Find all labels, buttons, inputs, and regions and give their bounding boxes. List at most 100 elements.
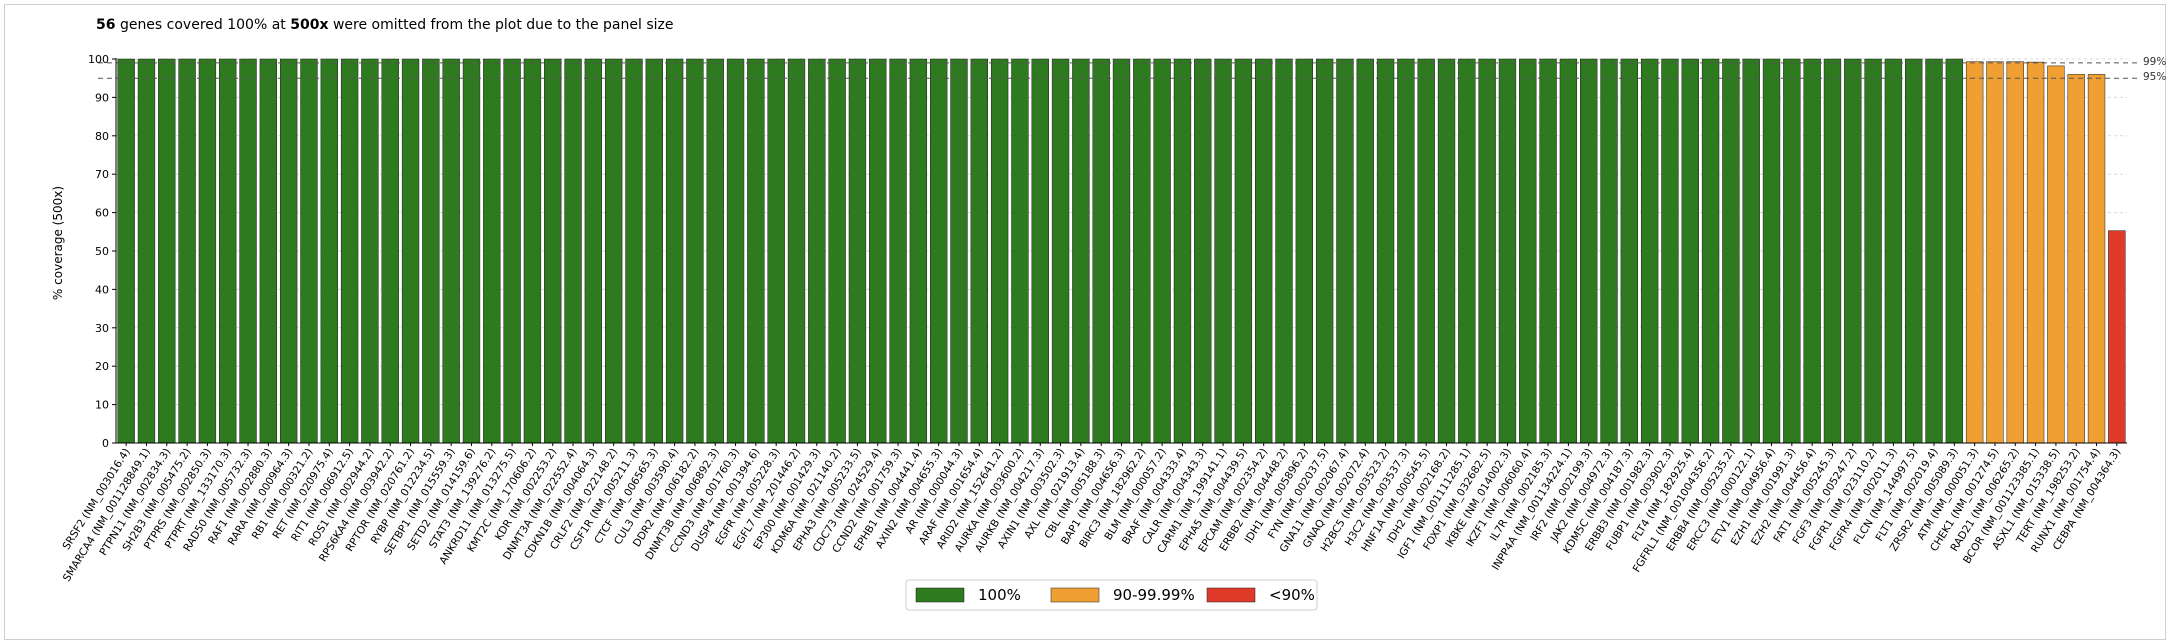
- bar: [300, 58, 318, 444]
- bar: [442, 58, 460, 444]
- bar: [2026, 61, 2045, 444]
- bar: [1783, 58, 1801, 444]
- bar: [1072, 58, 1090, 444]
- bar: [1011, 58, 1029, 444]
- bar: [1965, 61, 1984, 444]
- bar: [381, 58, 399, 444]
- bar: [422, 58, 440, 444]
- y-tick-label: 60: [95, 207, 109, 220]
- bar: [564, 58, 582, 444]
- y-tick-label: 80: [95, 130, 109, 143]
- bar: [1580, 58, 1598, 444]
- bar: [1519, 58, 1537, 444]
- bar: [279, 58, 298, 444]
- y-tick-label: 10: [95, 399, 109, 412]
- bar: [1397, 58, 1415, 444]
- bar: [889, 58, 907, 444]
- bar: [1315, 58, 1334, 444]
- bar: [1051, 58, 1070, 444]
- bar: [2006, 61, 2024, 444]
- omitted-count: 56: [96, 17, 116, 33]
- bar: [1701, 58, 1720, 444]
- bar: [1640, 58, 1659, 444]
- bar: [462, 58, 481, 444]
- bar: [401, 58, 420, 444]
- bar: [1742, 58, 1760, 444]
- bar: [178, 58, 196, 444]
- legend-label: 100%: [978, 586, 1021, 604]
- bar: [1884, 58, 1903, 444]
- bar: [1803, 58, 1821, 444]
- y-tick-label: 90: [95, 91, 109, 104]
- bar: [686, 58, 704, 444]
- bar: [767, 58, 785, 444]
- bar: [970, 58, 988, 444]
- bar: [1925, 58, 1943, 444]
- bar: [198, 58, 217, 444]
- bar: [137, 58, 156, 444]
- bar: [604, 58, 623, 444]
- bar: [990, 58, 1009, 444]
- bar: [158, 58, 176, 444]
- bar: [1559, 58, 1578, 444]
- bars: [117, 58, 2126, 444]
- bar: [1681, 58, 1699, 444]
- bar: [361, 58, 379, 444]
- y-tick-label: 0: [102, 437, 109, 450]
- bar: [1376, 58, 1395, 444]
- y-tick-label: 50: [95, 245, 109, 258]
- bar: [1255, 58, 1273, 444]
- bar: [747, 58, 765, 444]
- bar: [1234, 58, 1253, 444]
- bar: [848, 58, 867, 444]
- bar: [1762, 58, 1781, 444]
- bar: [1153, 58, 1171, 444]
- bar: [1661, 58, 1679, 444]
- bar: [1356, 58, 1374, 444]
- bar: [584, 58, 603, 444]
- bar: [219, 58, 237, 444]
- bar: [1864, 58, 1882, 444]
- omitted-genes-note: 56 genes covered 100% at 500x were omitt…: [96, 17, 673, 33]
- bar: [665, 58, 684, 444]
- bar: [1905, 58, 1923, 444]
- y-ticks: 0 10 20 30 40 50 60 70 80 90 100: [88, 53, 116, 450]
- y-axis-label: % coverage (500x): [51, 186, 65, 300]
- bar: [706, 58, 724, 444]
- bar: [523, 58, 542, 444]
- y-tick-label: 30: [95, 322, 109, 335]
- legend-swatch: [915, 587, 965, 603]
- bar: [1133, 58, 1151, 444]
- bar: [808, 58, 826, 444]
- bar: [1539, 58, 1557, 444]
- legend-box: [905, 579, 1318, 611]
- bar: [645, 58, 663, 444]
- bar: [1336, 58, 1354, 444]
- bar: [2047, 65, 2065, 444]
- y-tick-label: 70: [95, 168, 109, 181]
- y-tick-label: 40: [95, 283, 109, 296]
- bar: [2108, 230, 2126, 444]
- bar: [1275, 58, 1293, 444]
- bar: [239, 58, 257, 444]
- bar: [1722, 58, 1740, 444]
- legend-swatch: [1050, 587, 1100, 603]
- legend-swatch: [1206, 587, 1256, 603]
- threshold-label: 99%: [2143, 56, 2166, 68]
- bar: [869, 58, 887, 444]
- bar: [1844, 58, 1862, 444]
- bar: [320, 58, 338, 444]
- threshold-lines: 99%95%: [98, 56, 2166, 83]
- y-tick-label: 100: [88, 53, 109, 66]
- y-tick-label: 20: [95, 360, 109, 373]
- threshold-label: 95%: [2143, 71, 2166, 83]
- bar: [1214, 58, 1232, 444]
- bar: [1173, 58, 1192, 444]
- bar: [259, 58, 278, 444]
- bar: [787, 58, 806, 444]
- note-suffix: were omitted from the plot due to the pa…: [332, 17, 674, 33]
- bar: [950, 58, 968, 444]
- bar: [340, 58, 359, 444]
- legend-label: 90-99.99%: [1113, 586, 1195, 604]
